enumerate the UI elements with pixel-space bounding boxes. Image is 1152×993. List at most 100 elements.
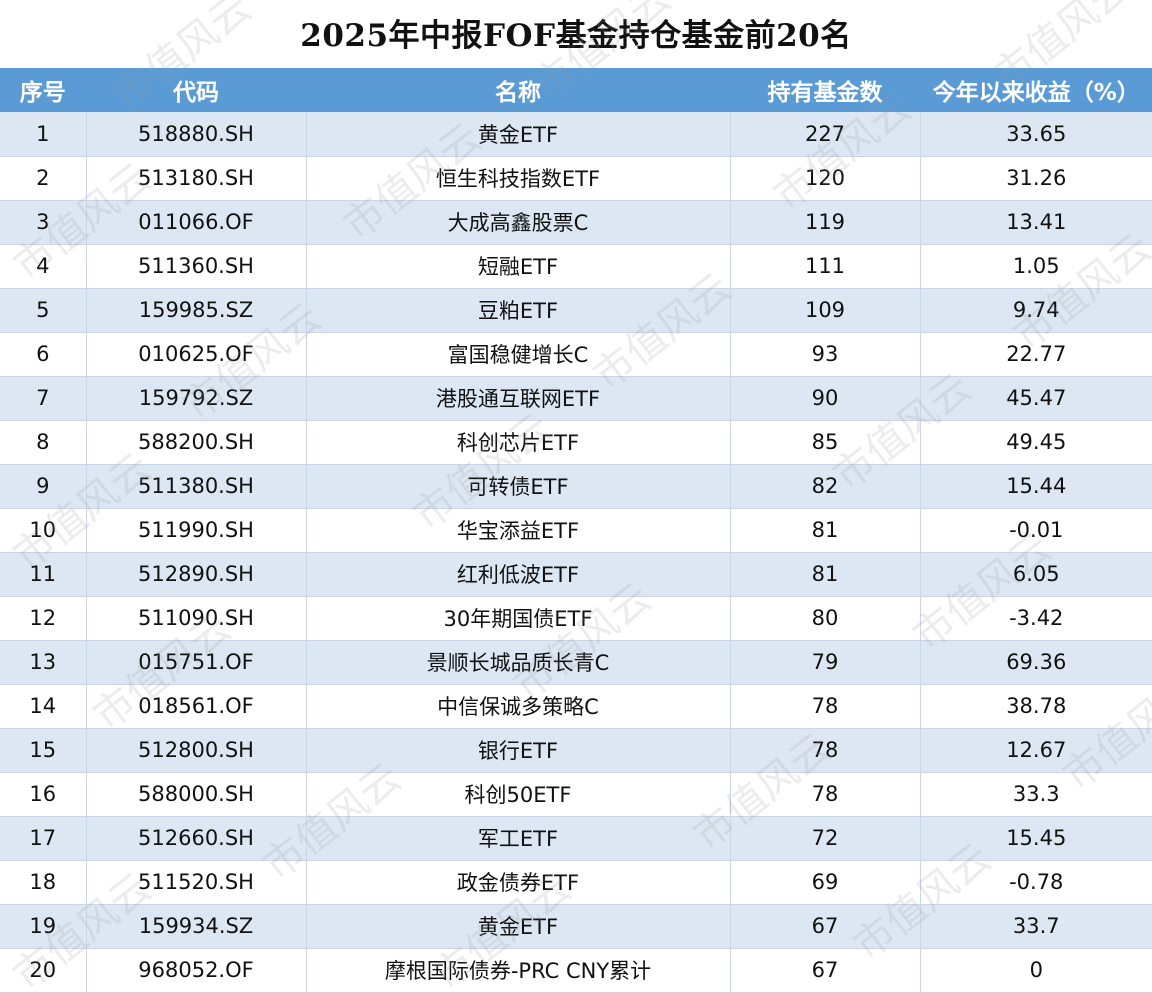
table-header: 序号 代码 名称 持有基金数 今年以来收益（%）	[0, 68, 1152, 112]
code-cell: 588000.SH	[86, 772, 307, 817]
code-cell: 011066.OF	[86, 200, 307, 245]
holder-count-cell: 119	[730, 200, 921, 245]
name-cell: 大成高鑫股票C	[306, 200, 731, 245]
header-ytd-return[interactable]: 今年以来收益（%）	[932, 80, 1140, 106]
ytd-return-cell: 31.26	[920, 156, 1152, 201]
ytd-return-cell: 49.45	[920, 420, 1152, 465]
header-rank[interactable]: 序号	[0, 68, 87, 112]
holder-count-cell: 80	[730, 596, 921, 641]
name-cell: 科创50ETF	[306, 772, 731, 817]
holder-count-cell: 93	[730, 332, 921, 377]
table-row[interactable]: 5 159985.SZ 豆粕ETF 109 9.74	[0, 288, 1152, 333]
table-row[interactable]: 16 588000.SH 科创50ETF 78 33.3	[0, 772, 1152, 817]
table-row[interactable]: 6 010625.OF 富国稳健增长C 93 22.77	[0, 332, 1152, 377]
rank-cell: 8	[0, 420, 87, 465]
holder-count-cell: 78	[730, 728, 921, 773]
ytd-return-cell: 22.77	[920, 332, 1152, 377]
holder-count-cell: 78	[730, 772, 921, 817]
table-row[interactable]: 8 588200.SH 科创芯片ETF 85 49.45	[0, 420, 1152, 465]
ytd-return-cell: 6.05	[920, 552, 1152, 597]
code-cell: 159934.SZ	[86, 904, 307, 949]
name-cell: 中信保诚多策略C	[306, 684, 731, 729]
holder-count-cell: 81	[730, 552, 921, 597]
header-row: 序号 代码 名称 持有基金数 今年以来收益（%）	[0, 68, 1152, 112]
name-cell: 政金债券ETF	[306, 860, 731, 905]
ytd-return-cell: -0.01	[920, 508, 1152, 553]
ytd-return-cell: -0.78	[920, 860, 1152, 905]
rank-cell: 18	[0, 860, 87, 905]
table-row[interactable]: 11 512890.SH 红利低波ETF 81 6.05	[0, 552, 1152, 597]
ytd-return-cell: 0	[920, 948, 1152, 993]
code-cell: 511520.SH	[86, 860, 307, 905]
table-row[interactable]: 9 511380.SH 可转债ETF 82 15.44	[0, 464, 1152, 509]
rank-cell: 15	[0, 728, 87, 773]
rank-cell: 1	[0, 112, 87, 157]
table-row[interactable]: 1 518880.SH 黄金ETF 227 33.65	[0, 112, 1152, 157]
code-cell: 159792.SZ	[86, 376, 307, 421]
name-cell: 恒生科技指数ETF	[306, 156, 731, 201]
holder-count-cell: 72	[730, 816, 921, 861]
code-cell: 513180.SH	[86, 156, 307, 201]
holder-count-cell: 227	[730, 112, 921, 157]
table-row[interactable]: 2 513180.SH 恒生科技指数ETF 120 31.26	[0, 156, 1152, 201]
table-row[interactable]: 15 512800.SH 银行ETF 78 12.67	[0, 728, 1152, 773]
table-title: 2025年中报FOF基金持仓基金前20名	[300, 18, 852, 54]
holder-count-cell: 79	[730, 640, 921, 685]
rank-cell: 2	[0, 156, 87, 201]
ytd-return-cell: 69.36	[920, 640, 1152, 685]
rank-cell: 6	[0, 332, 87, 377]
table-row[interactable]: 18 511520.SH 政金债券ETF 69 -0.78	[0, 860, 1152, 905]
table-row[interactable]: 7 159792.SZ 港股通互联网ETF 90 45.47	[0, 376, 1152, 421]
ytd-return-cell: 33.7	[920, 904, 1152, 949]
fund-holdings-table: 序号 代码 名称 持有基金数 今年以来收益（%） 1 518880.SH 黄金ETF…	[0, 68, 1152, 993]
name-cell: 科创芯片ETF	[306, 420, 731, 465]
code-cell: 968052.OF	[86, 948, 307, 993]
rank-cell: 13	[0, 640, 87, 685]
code-cell: 018561.OF	[86, 684, 307, 729]
holder-count-cell: 67	[730, 904, 921, 949]
rank-cell: 3	[0, 200, 87, 245]
name-cell: 富国稳健增长C	[306, 332, 731, 377]
table-row[interactable]: 13 015751.OF 景顺长城品质长青C 79 69.36	[0, 640, 1152, 685]
header-name[interactable]: 名称	[306, 68, 731, 112]
rank-cell: 7	[0, 376, 87, 421]
code-cell: 010625.OF	[86, 332, 307, 377]
ytd-return-cell: 33.65	[920, 112, 1152, 157]
holder-count-cell: 120	[730, 156, 921, 201]
holder-count-cell: 81	[730, 508, 921, 553]
rank-cell: 11	[0, 552, 87, 597]
ytd-return-cell: 15.45	[920, 816, 1152, 861]
holder-count-cell: 111	[730, 244, 921, 289]
ytd-return-cell: -3.42	[920, 596, 1152, 641]
rank-cell: 5	[0, 288, 87, 333]
ytd-return-cell: 45.47	[920, 376, 1152, 421]
table-row[interactable]: 20 968052.OF 摩根国际债券-PRC CNY累计 67 0	[0, 948, 1152, 993]
name-cell: 短融ETF	[306, 244, 731, 289]
name-cell: 景顺长城品质长青C	[306, 640, 731, 685]
header-code[interactable]: 代码	[86, 68, 307, 112]
table-row[interactable]: 4 511360.SH 短融ETF 111 1.05	[0, 244, 1152, 289]
name-cell: 红利低波ETF	[306, 552, 731, 597]
table-row[interactable]: 10 511990.SH 华宝添益ETF 81 -0.01	[0, 508, 1152, 553]
ytd-return-cell: 15.44	[920, 464, 1152, 509]
name-cell: 可转债ETF	[306, 464, 731, 509]
holder-count-cell: 82	[730, 464, 921, 509]
code-cell: 015751.OF	[86, 640, 307, 685]
table-row[interactable]: 19 159934.SZ 黄金ETF 67 33.7	[0, 904, 1152, 949]
code-cell: 511990.SH	[86, 508, 307, 553]
rank-cell: 4	[0, 244, 87, 289]
header-holder-count[interactable]: 持有基金数	[730, 68, 921, 112]
table-row[interactable]: 3 011066.OF 大成高鑫股票C 119 13.41	[0, 200, 1152, 245]
rank-cell: 14	[0, 684, 87, 729]
table-row[interactable]: 12 511090.SH 30年期国债ETF 80 -3.42	[0, 596, 1152, 641]
code-cell: 511360.SH	[86, 244, 307, 289]
table-row[interactable]: 17 512660.SH 军工ETF 72 15.45	[0, 816, 1152, 861]
code-cell: 512890.SH	[86, 552, 307, 597]
code-cell: 511380.SH	[86, 464, 307, 509]
ytd-return-cell: 38.78	[920, 684, 1152, 729]
rank-cell: 20	[0, 948, 87, 993]
table-row[interactable]: 14 018561.OF 中信保诚多策略C 78 38.78	[0, 684, 1152, 729]
rank-cell: 10	[0, 508, 87, 553]
rank-cell: 9	[0, 464, 87, 509]
ytd-return-cell: 1.05	[920, 244, 1152, 289]
